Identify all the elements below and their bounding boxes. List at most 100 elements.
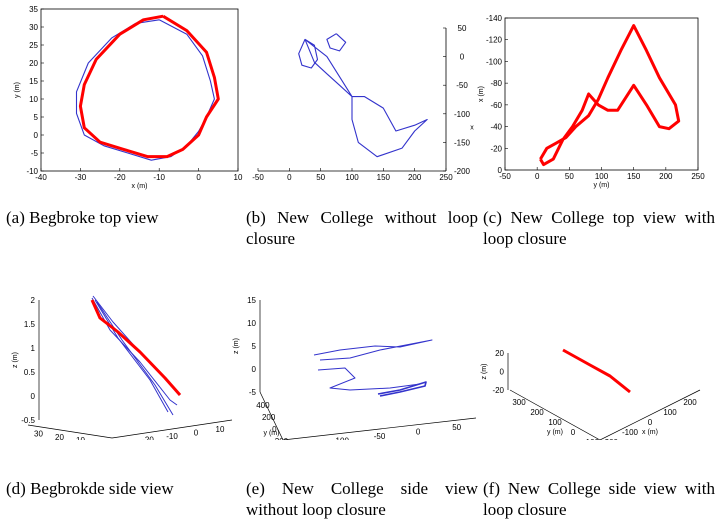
y-tick-label: 0 (498, 166, 503, 175)
x-tick-label: -50 (499, 172, 511, 181)
y-tick-label: -200 (454, 167, 471, 176)
x-tick-label: -100 (333, 436, 350, 440)
x-tick-label: -10 (153, 173, 165, 182)
x-tick-label: 50 (452, 423, 461, 432)
plot-b (257, 27, 447, 172)
y-axis-line (27, 424, 113, 439)
plot-f (507, 353, 701, 440)
x-tick-label: 250 (439, 173, 453, 182)
y-tick-label: -5 (31, 149, 39, 158)
y-axis-label: x (470, 125, 474, 132)
x-tick-label: 0 (416, 428, 421, 437)
y-tick-label: 0 (272, 425, 277, 434)
y-tick-label: -100 (583, 438, 600, 440)
y-tick-label: 200 (530, 408, 544, 417)
series-line (298, 38, 428, 158)
y-tick-label: -60 (490, 101, 502, 110)
y-tick-label: 400 (256, 401, 270, 410)
caption-c: (c) New College top view with loop closu… (483, 207, 715, 249)
caption-text: Begbroke top view (29, 208, 159, 227)
z-tick-label: 1.5 (24, 320, 36, 329)
z-axis-label: z (m) (481, 364, 488, 380)
x-tick-label: -200 (602, 438, 619, 440)
y-axis-label: y (m) (264, 430, 280, 437)
y-tick-label: -100 (486, 57, 503, 66)
y-tick-label: 0 (99, 439, 104, 440)
series-line (539, 24, 681, 167)
z-tick-label: -5 (249, 388, 257, 397)
y-axis-label: x (m) (478, 86, 485, 102)
x-axis-label: y (m) (594, 182, 610, 189)
x-tick-label: 10 (234, 173, 243, 182)
z-tick-label: 15 (247, 296, 256, 305)
x-tick-label: 0 (535, 172, 540, 181)
x-tick-label: 50 (316, 173, 325, 182)
x-tick-label: 100 (595, 172, 609, 181)
trajectory-line (313, 339, 433, 361)
plot-frame (40, 8, 239, 172)
x-tick-label: -30 (118, 439, 130, 440)
y-axis-line (259, 391, 284, 440)
x-axis-label: x (m) (642, 429, 658, 436)
caption-label: (e) (246, 479, 265, 498)
z-tick-label: 2 (31, 296, 36, 305)
y-tick-label: 0 (460, 53, 465, 62)
y-tick-label: 100 (548, 418, 562, 427)
x-tick-label: 100 (663, 408, 677, 417)
trajectory-line (317, 367, 421, 391)
x-tick-label: 0 (287, 173, 292, 182)
z-tick-label: 5 (252, 342, 257, 351)
x-tick-label: 200 (408, 173, 422, 182)
x-axis-line (111, 419, 233, 439)
y-axis-label: y (m) (547, 429, 563, 436)
x-tick-label: 50 (565, 172, 574, 181)
z-tick-label: 0.5 (24, 368, 36, 377)
y-tick-label: 10 (29, 95, 38, 104)
trajectory-line (562, 348, 631, 394)
y-tick-label: 200 (262, 413, 276, 422)
y-tick-label: -200 (272, 437, 289, 440)
caption-d: (d) Begbrokde side view (6, 478, 241, 499)
x-tick-label: -20 (142, 436, 154, 440)
x-tick-label: 200 (659, 172, 673, 181)
y-tick-label: 30 (34, 430, 43, 439)
z-tick-label: 10 (247, 319, 256, 328)
caption-b: (b) New College without loop closure (246, 207, 478, 249)
caption-a: (a) Begbroke top view (6, 207, 236, 228)
series-line (75, 19, 215, 161)
x-axis-label: x (m) (132, 183, 148, 190)
caption-label: (a) (6, 208, 25, 227)
trajectory-line (377, 381, 427, 397)
y-tick-label: 10 (76, 436, 85, 440)
trajectory-line (96, 301, 174, 416)
x-tick-label: 0 (194, 428, 199, 437)
caption-text: Begbrokde side view (30, 479, 174, 498)
y-tick-label: 5 (34, 113, 39, 122)
x-tick-label: -40 (35, 173, 47, 182)
y-tick-label: -10 (26, 167, 38, 176)
z-axis-label: z (m) (12, 352, 19, 368)
y-tick-label: -40 (490, 123, 502, 132)
y-tick-label: 300 (512, 398, 526, 407)
caption-text: New College side view without loop closu… (246, 479, 479, 519)
x-tick-label: -50 (374, 432, 386, 440)
z-tick-label: 20 (495, 349, 504, 358)
x-axis-line (282, 417, 477, 440)
y-tick-label: -80 (490, 79, 502, 88)
trajectory-line (90, 299, 182, 396)
x-tick-label: 0 (648, 418, 653, 427)
y-tick-label: 50 (458, 24, 467, 33)
z-axis-label: z (m) (233, 338, 240, 354)
z-tick-label: 1 (31, 344, 36, 353)
y-tick-label: -50 (456, 81, 468, 90)
plot-d (27, 300, 233, 439)
caption-label: (b) (246, 208, 266, 227)
x-tick-label: -20 (114, 173, 126, 182)
series-line (78, 14, 220, 159)
series-line (326, 33, 347, 52)
x-tick-label: 10 (216, 425, 225, 434)
x-tick-label: -30 (75, 173, 87, 182)
caption-label: (d) (6, 479, 26, 498)
x-tick-label: -50 (252, 173, 264, 182)
